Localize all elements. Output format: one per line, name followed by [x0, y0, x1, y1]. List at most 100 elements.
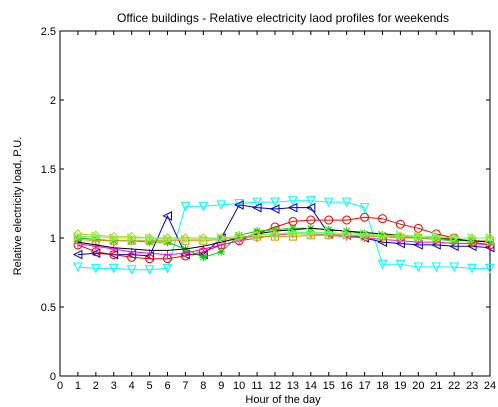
data-point: [431, 262, 442, 273]
data-point: [234, 231, 245, 242]
x-tick-label: 18: [376, 380, 388, 392]
data-point: [235, 231, 244, 240]
data-point: [109, 233, 119, 243]
data-point: [109, 231, 119, 242]
data-point: [217, 247, 226, 256]
data-point: [288, 224, 297, 233]
data-point: [252, 197, 262, 208]
x-tick-label: 23: [466, 380, 478, 392]
data-point: [127, 233, 137, 243]
data-point: [72, 249, 83, 260]
data-point: [216, 200, 227, 210]
data-point: [234, 200, 244, 210]
series-line: [77, 200, 490, 271]
y-tick-label: 0.5: [41, 302, 56, 314]
data-point: [467, 263, 477, 274]
data-point: [323, 197, 334, 208]
data-point: [395, 259, 406, 270]
x-tick-label: 20: [412, 380, 424, 392]
data-point: [198, 234, 209, 245]
x-tick-label: 3: [111, 380, 117, 392]
y-tick-label: 1.5: [41, 164, 56, 176]
data-point: [378, 230, 388, 241]
data-point: [449, 262, 459, 273]
data-point: [342, 229, 352, 239]
data-point: [91, 231, 101, 242]
data-point: [91, 263, 101, 274]
series-layer: [72, 196, 496, 275]
data-point: [251, 202, 262, 213]
data-point: [288, 196, 298, 206]
y-tick-label: 0: [50, 371, 56, 383]
chart-title: Office buildings - Relative electricity …: [117, 11, 449, 25]
x-tick-label: 12: [269, 380, 281, 392]
data-point: [485, 233, 496, 243]
data-point: [395, 219, 405, 229]
plot-frame: [59, 30, 491, 377]
data-point: [467, 233, 477, 243]
data-point: [269, 204, 280, 214]
x-tick-label: 15: [323, 380, 335, 392]
data-point: [126, 231, 137, 242]
data-point: [377, 259, 388, 270]
data-point: [270, 197, 280, 208]
data-point: [288, 227, 299, 238]
x-tick-label: 9: [218, 380, 224, 392]
data-point: [163, 250, 172, 259]
data-point: [234, 231, 244, 242]
x-tick-label: 4: [129, 380, 135, 392]
y-tick-label: 2.5: [41, 26, 56, 38]
x-tick-label: 1: [75, 380, 81, 392]
data-point: [73, 262, 83, 273]
x-tick-label: 5: [147, 380, 153, 392]
data-point: [270, 229, 281, 239]
x-tick-label: 21: [430, 380, 442, 392]
data-point: [413, 231, 424, 242]
x-tick-label: 11: [251, 380, 262, 392]
data-point: [449, 233, 460, 243]
x-tick-label: 22: [448, 380, 460, 392]
data-point: [306, 227, 316, 238]
data-point: [163, 234, 173, 245]
x-tick-label: 10: [233, 380, 245, 392]
x-tick-label: 7: [182, 380, 188, 392]
data-point: [162, 263, 173, 274]
data-point: [270, 229, 280, 239]
data-point: [144, 265, 155, 275]
data-point: [306, 196, 316, 206]
data-point: [73, 229, 83, 239]
data-point: [359, 203, 370, 213]
series-line: [77, 216, 491, 260]
x-tick-label: 8: [200, 380, 206, 392]
data-point: [324, 215, 334, 225]
data-point: [287, 202, 298, 213]
series-9: [73, 227, 496, 245]
data-point: [450, 236, 459, 245]
data-point: [485, 233, 495, 243]
y-tick-label: 2: [50, 95, 56, 107]
data-point: [306, 215, 316, 225]
data-point: [162, 233, 173, 243]
x-axis-label: Hour of the day: [245, 394, 321, 406]
data-point: [378, 214, 387, 224]
data-point: [91, 242, 100, 251]
data-point: [198, 233, 209, 243]
data-point: [109, 245, 118, 254]
plot-area: [59, 30, 491, 377]
data-point: [144, 233, 155, 243]
data-point: [216, 233, 227, 243]
x-tick-label: 2: [93, 380, 99, 392]
data-point: [199, 253, 208, 262]
x-axis: 0 1 2 3 4 5 6 7 8 9 10 11 12 13 14 15 16 17 18 19 20 21 22 23 24: [57, 31, 496, 392]
series-1: [73, 196, 495, 275]
data-point: [216, 233, 226, 243]
data-point: [431, 231, 442, 242]
data-point: [73, 231, 84, 242]
data-point: [341, 197, 352, 208]
data-point: [305, 202, 316, 213]
x-tick-label: 6: [164, 380, 170, 392]
y-axis-label: Relative electricity load, P.U.: [12, 137, 24, 276]
data-point: [180, 233, 191, 243]
y-axis: 0 0.5 1 1.5 2 2.5: [41, 26, 490, 383]
data-point: [449, 233, 459, 243]
